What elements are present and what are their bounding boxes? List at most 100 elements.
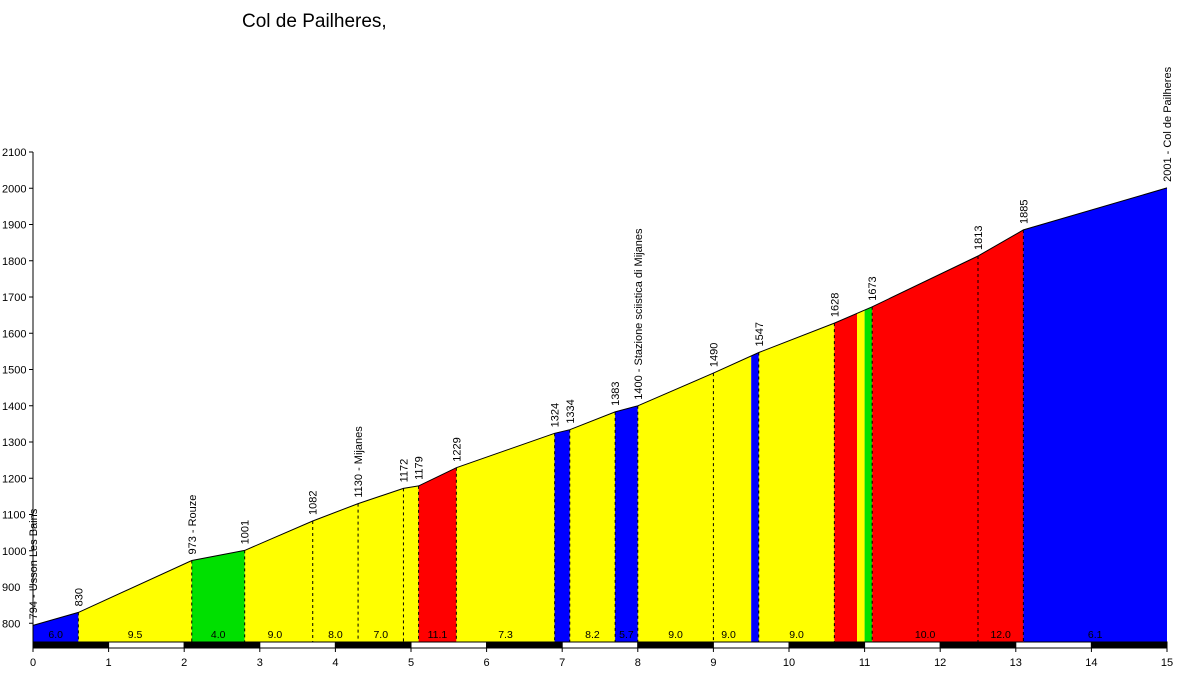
x-tick-label: 7 bbox=[559, 657, 565, 669]
gradient-label: 10.0 bbox=[915, 629, 936, 641]
segment-fill bbox=[244, 485, 419, 645]
km-bar-block bbox=[1015, 641, 1092, 649]
point-label: 1179 bbox=[414, 456, 426, 480]
point-label: 1383 bbox=[610, 381, 622, 405]
gradient-label: 9.0 bbox=[268, 629, 283, 641]
x-tick-label: 5 bbox=[408, 657, 414, 669]
km-bar-block bbox=[183, 641, 261, 649]
y-tick-label: 2000 bbox=[2, 183, 26, 195]
point-label: 830 bbox=[73, 588, 85, 606]
y-tick-label: 1800 bbox=[2, 256, 26, 268]
chart-title: Col de Pailheres, bbox=[242, 11, 387, 32]
x-tick-label: 12 bbox=[934, 657, 946, 669]
segment-fill bbox=[418, 467, 457, 645]
gradient-label: 7.3 bbox=[498, 629, 513, 641]
y-tick-label: 1900 bbox=[2, 220, 26, 232]
segment-fill bbox=[554, 429, 570, 645]
segment-fill bbox=[456, 433, 555, 645]
km-bar-block bbox=[939, 641, 1017, 649]
axes: 8009001000110012001300140015001600170018… bbox=[2, 147, 1173, 669]
segment-fill bbox=[1023, 187, 1167, 645]
x-tick-label: 6 bbox=[484, 657, 490, 669]
x-tick-label: 1 bbox=[106, 657, 112, 669]
y-tick-label: 1100 bbox=[2, 510, 26, 522]
segment-fill bbox=[834, 313, 857, 645]
segment-fill bbox=[615, 405, 638, 645]
y-tick-label: 1000 bbox=[2, 546, 26, 558]
point-label: 1229 bbox=[451, 437, 463, 461]
km-bar-block bbox=[712, 641, 790, 649]
gradient-segments bbox=[33, 187, 1167, 645]
gradient-label: 11.1 bbox=[428, 629, 448, 641]
y-tick-label: 1700 bbox=[2, 292, 26, 304]
point-label: 1885 bbox=[1018, 199, 1030, 223]
gradient-label: 9.5 bbox=[128, 629, 143, 641]
km-bar bbox=[32, 641, 1168, 649]
point-label: 1400 - Stazione sciistica di Mijanes bbox=[633, 228, 645, 400]
segment-fill bbox=[191, 550, 245, 645]
segment-fill bbox=[78, 560, 192, 645]
segment-fill bbox=[637, 355, 752, 645]
gradient-label: 8.0 bbox=[328, 629, 343, 641]
profile-line bbox=[32, 187, 1168, 626]
km-bar-block bbox=[637, 641, 714, 649]
gradient-label: 6.1 bbox=[1088, 629, 1103, 641]
point-labels: 794 - Usson Les Bains 830 973 - Rouze 1001 1… bbox=[28, 66, 1174, 619]
x-tick-label: 14 bbox=[1085, 657, 1097, 669]
km-bar-block bbox=[864, 641, 941, 649]
y-tick-label: 1200 bbox=[2, 473, 26, 485]
point-label: 1082 bbox=[308, 491, 320, 515]
gradient-label: 8.2 bbox=[585, 629, 600, 641]
point-label: 1628 bbox=[829, 293, 841, 317]
segment-fill bbox=[33, 612, 79, 645]
segment-fill bbox=[857, 310, 865, 645]
x-tick-label: 8 bbox=[635, 657, 641, 669]
gradient-label: 9.0 bbox=[721, 629, 736, 641]
y-tick-label: 1600 bbox=[2, 328, 26, 340]
point-label: 1673 bbox=[867, 276, 879, 300]
gradient-label: 6.0 bbox=[48, 629, 63, 641]
point-label: 1130 - Mijanes bbox=[353, 426, 365, 498]
x-tick-label: 9 bbox=[710, 657, 716, 669]
y-tick-label: 900 bbox=[2, 582, 20, 594]
gradient-label: 7.0 bbox=[373, 629, 388, 641]
km-bar-block bbox=[486, 641, 563, 649]
y-tick-label: 800 bbox=[2, 618, 20, 630]
y-tick-label: 1400 bbox=[2, 401, 26, 413]
y-tick-label: 1500 bbox=[2, 365, 26, 377]
point-label: 1490 bbox=[708, 343, 720, 367]
x-tick-label: 3 bbox=[257, 657, 263, 669]
km-bar-block bbox=[108, 641, 185, 649]
point-label: 1324 bbox=[550, 403, 562, 427]
point-label: 794 - Usson Les Bains bbox=[28, 508, 40, 619]
segment-fill bbox=[864, 306, 873, 645]
km-bar-block bbox=[334, 641, 412, 649]
x-tick-label: 13 bbox=[1010, 657, 1022, 669]
point-label: 1172 bbox=[398, 459, 410, 483]
km-bar-block bbox=[259, 641, 336, 649]
y-tick-label: 2100 bbox=[2, 147, 26, 159]
point-label: 973 - Rouze bbox=[187, 495, 199, 555]
km-bar-block bbox=[788, 641, 866, 649]
segment-fill bbox=[872, 229, 1024, 645]
x-tick-label: 15 bbox=[1161, 657, 1173, 669]
point-label: 1813 bbox=[973, 226, 985, 250]
point-label: 1334 bbox=[565, 399, 577, 423]
km-bar-block bbox=[410, 641, 488, 649]
segment-dividers bbox=[77, 229, 1024, 642]
point-label: 1001 bbox=[240, 520, 252, 544]
gradient-label: 9.0 bbox=[668, 629, 683, 641]
gradient-label: 5.7 bbox=[619, 629, 634, 641]
gradient-label: 9.0 bbox=[789, 629, 804, 641]
x-tick-label: 4 bbox=[332, 657, 338, 669]
x-tick-label: 2 bbox=[181, 657, 187, 669]
x-tick-label: 11 bbox=[859, 657, 870, 669]
gradient-label: 4.0 bbox=[211, 629, 226, 641]
x-tick-label: 10 bbox=[783, 657, 795, 669]
y-tick-label: 1300 bbox=[2, 437, 26, 449]
segment-fill bbox=[758, 323, 835, 645]
point-label: 2001 - Col de Pailheres bbox=[1162, 66, 1174, 181]
km-bar-block bbox=[561, 641, 639, 649]
segment-fill bbox=[751, 352, 759, 645]
